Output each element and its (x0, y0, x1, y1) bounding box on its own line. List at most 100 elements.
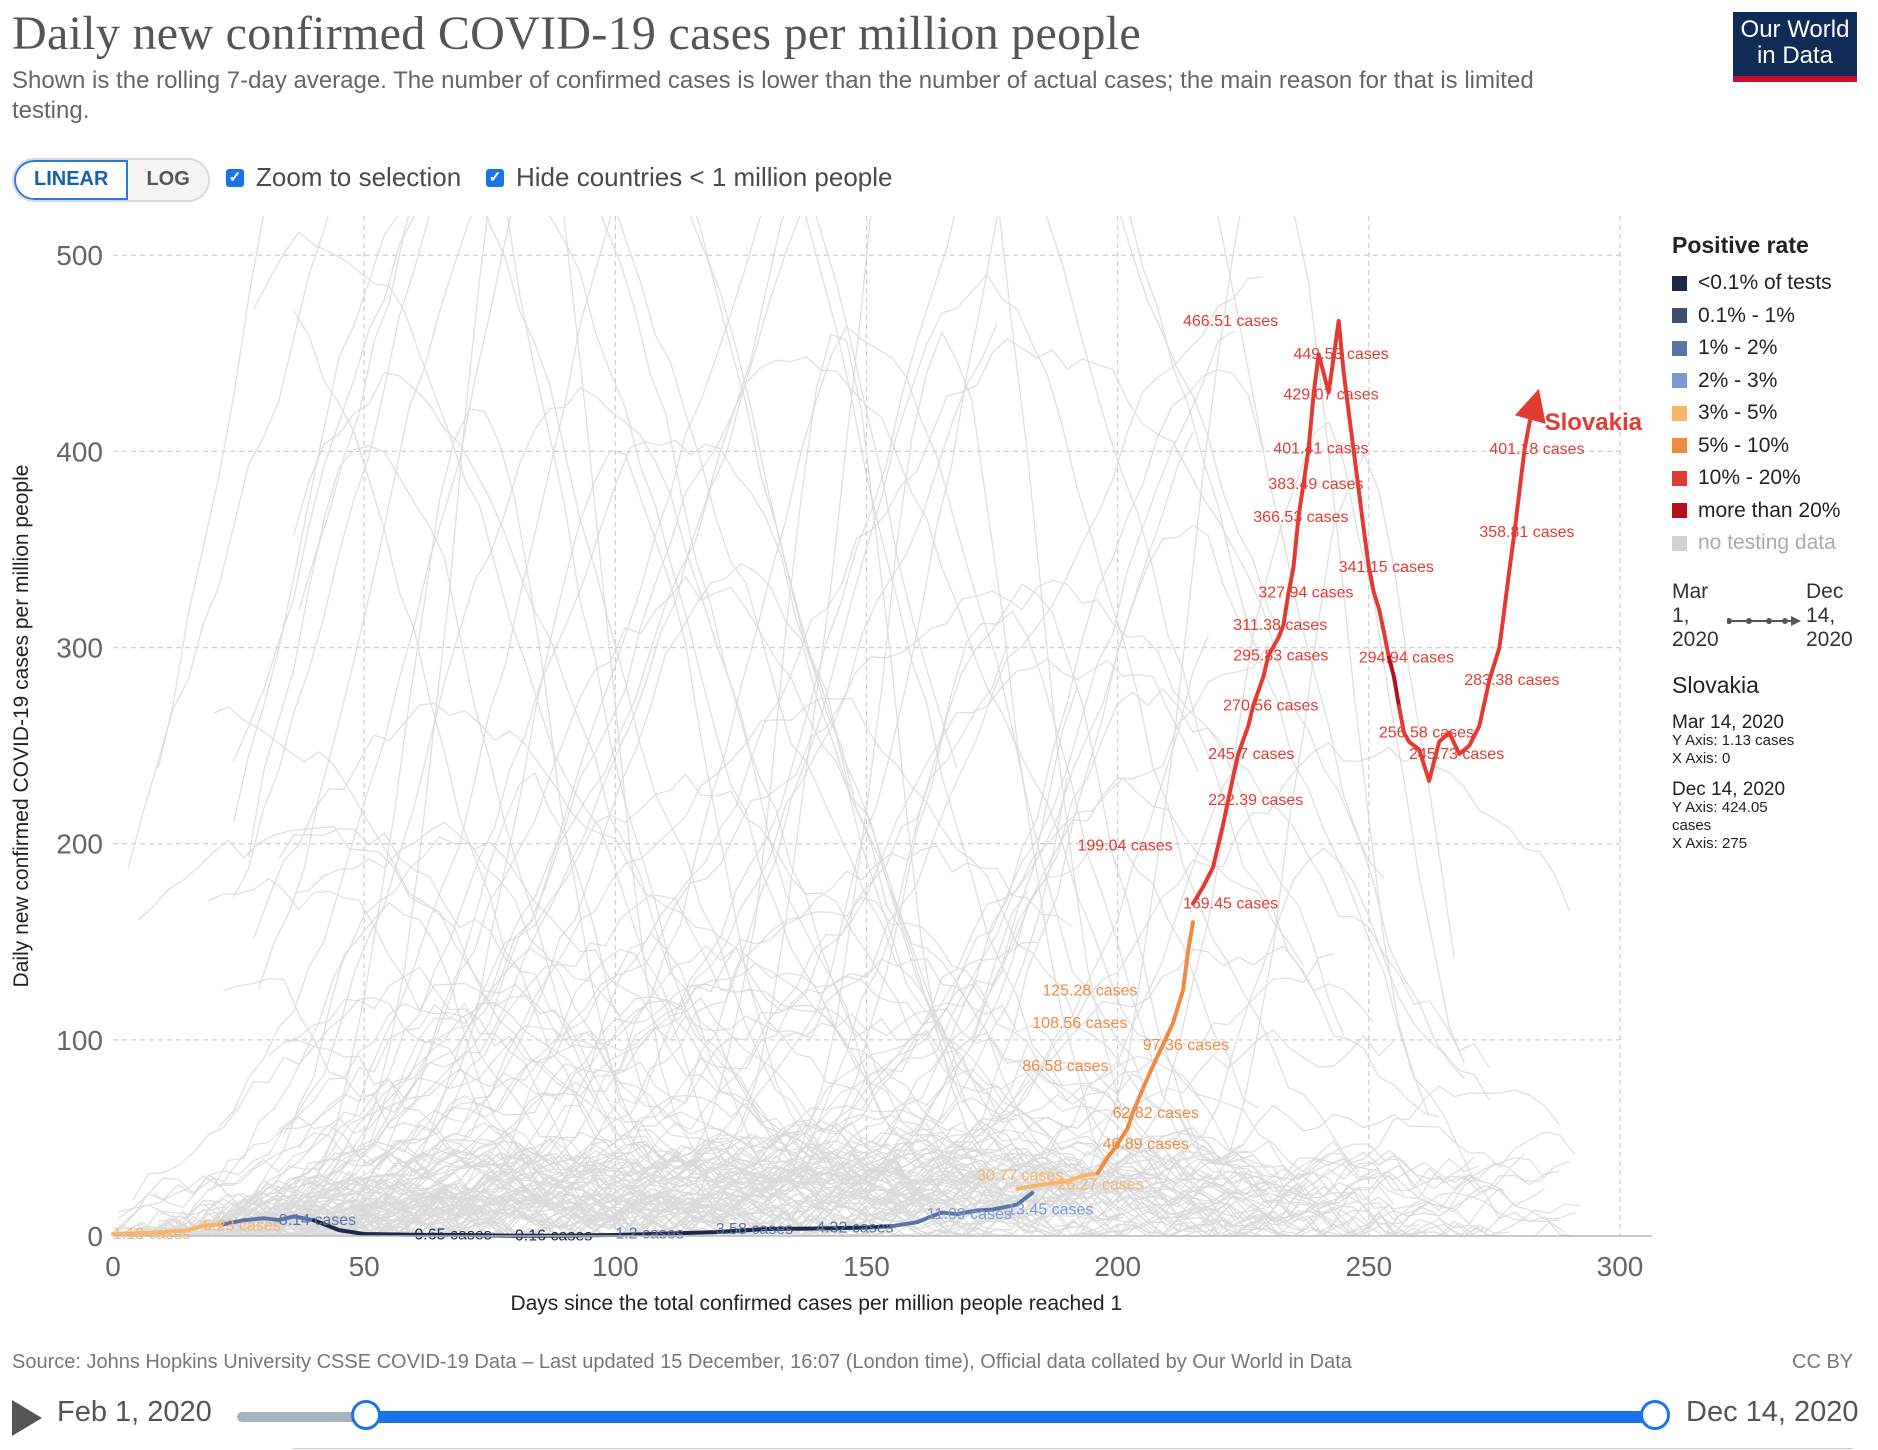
mini-arrow-icon (1727, 616, 1801, 626)
data-label: 30.77 cases (977, 1168, 1063, 1185)
legend-item[interactable]: 1% - 2% (1672, 332, 1872, 365)
footer-divider (293, 1448, 1853, 1449)
y-tick-label: 0 (87, 1221, 103, 1252)
x-tick-label: 150 (843, 1251, 890, 1282)
slovakia-line-segment (1191, 318, 1391, 906)
y-tick-label: 400 (56, 436, 103, 467)
background-country-line (152, 1114, 1480, 1235)
data-label: 86.58 cases (1022, 1058, 1108, 1075)
background-country-line (253, 702, 1159, 1195)
data-label: 449.53 cases (1293, 346, 1388, 363)
x-axis-label: Days since the total confirmed cases per… (510, 1292, 1122, 1315)
timeline-end-date: Dec 14, 2020 (1686, 1396, 1859, 1428)
background-country-line (188, 777, 1305, 1236)
legend-label: 0.1% - 1% (1698, 303, 1795, 327)
background-country-line (117, 1115, 1475, 1213)
info-country: Slovakia (1672, 672, 1759, 698)
legend-label: 10% - 20% (1698, 466, 1801, 490)
play-icon[interactable] (12, 1400, 42, 1436)
background-country-line (268, 966, 1566, 1236)
background-country-line (198, 216, 1405, 1236)
info-start-date: Mar 14, 2020 (1672, 712, 1784, 733)
legend-swatch (1672, 438, 1687, 454)
mini-start-year: 2020 (1672, 628, 1719, 651)
data-label: 366.53 cases (1253, 509, 1348, 526)
y-axis-label: Daily new confirmed COVID-19 cases per m… (10, 465, 33, 988)
data-label: 327.94 cases (1258, 585, 1353, 602)
background-country-line (173, 273, 1545, 1231)
legend-swatch (1672, 308, 1687, 324)
scale-toggle: LINEAR LOG (12, 158, 210, 202)
data-label: 46.89 cases (1103, 1136, 1189, 1153)
background-country-line (263, 1141, 1244, 1236)
legend-item[interactable]: no testing data (1672, 527, 1872, 560)
background-country-line (203, 216, 1063, 1233)
data-label: 5.23 cases (203, 1218, 280, 1235)
data-label: 401.41 cases (1273, 441, 1368, 458)
background-country-line (213, 1182, 1420, 1236)
legend-item[interactable]: 2% - 3% (1672, 365, 1872, 398)
legend-item[interactable]: 0.1% - 1% (1672, 300, 1872, 333)
background-country-line (228, 325, 1360, 1236)
legend-swatch (1672, 405, 1687, 421)
legend-label: no testing data (1698, 531, 1836, 555)
background-country-line (268, 644, 1008, 1236)
chart-subtitle: Shown is the rolling 7-day average. The … (12, 67, 1534, 124)
source-note: Source: Johns Hopkins University CSSE CO… (12, 1351, 1352, 1373)
background-country-line (228, 1143, 1163, 1231)
background-country-line (233, 216, 1319, 1215)
mini-start-month: Mar (1672, 580, 1709, 603)
legend-swatch (1672, 340, 1687, 356)
background-country-line (293, 450, 1515, 1236)
background-country-line (117, 777, 1069, 1231)
background-country-line (288, 845, 1073, 1218)
y-tick-label: 200 (56, 829, 103, 860)
background-country-line (303, 1142, 1571, 1236)
mini-end-day: 14, (1806, 604, 1836, 627)
timeline-end-handle[interactable] (1640, 1400, 1670, 1430)
info-end-x: X Axis: 275 (1672, 835, 1748, 852)
background-country-line (218, 216, 958, 1128)
legend-label: 1% - 2% (1698, 336, 1778, 360)
background-country-line (192, 579, 1490, 1235)
zoom-checkbox[interactable]: ✓ Zoom to selection (226, 162, 461, 193)
log-button[interactable]: LOG (128, 160, 208, 200)
data-label: 11.09 cases (927, 1206, 1012, 1223)
legend-item[interactable]: 10% - 20% (1672, 462, 1872, 495)
data-label: 245.7 cases (1208, 746, 1294, 763)
slovakia-line-segment (1386, 655, 1401, 709)
slovakia-line-segment (1095, 920, 1195, 1176)
legend-item[interactable]: more than 20% (1672, 495, 1872, 528)
background-country-line (283, 216, 1430, 1236)
series-label-slovakia[interactable]: Slovakia (1545, 409, 1643, 436)
legend-label: 3% - 5% (1698, 401, 1778, 425)
timeline-start-handle[interactable] (351, 1400, 381, 1430)
legend-swatch (1672, 275, 1687, 291)
background-country-line (283, 982, 1099, 1211)
data-label: 466.51 cases (1183, 313, 1278, 330)
data-label: 13.45 cases (1007, 1202, 1093, 1219)
owid-logo[interactable]: Our World in Data (1733, 12, 1857, 82)
data-label: 358.81 cases (1479, 524, 1574, 541)
data-label: 1.2 cases (615, 1226, 683, 1243)
background-country-line (232, 216, 1214, 1182)
y-tick-label: 300 (56, 633, 103, 664)
slovakia-line-segment (1015, 1171, 1100, 1191)
data-label: 383.49 cases (1268, 476, 1363, 493)
background-country-line (163, 1144, 1023, 1236)
zoom-label: Zoom to selection (256, 162, 462, 192)
background-country-line (193, 330, 1234, 1236)
hide-small-label: Hide countries < 1 million people (516, 162, 893, 192)
legend-item[interactable]: 5% - 10% (1672, 430, 1872, 463)
background-country-line (293, 371, 1003, 1214)
linear-button[interactable]: LINEAR (14, 160, 129, 200)
license-link[interactable]: CC BY (1792, 1351, 1854, 1373)
data-label: 294.94 cases (1359, 649, 1454, 666)
background-country-line (243, 408, 968, 1236)
legend-item[interactable]: 3% - 5% (1672, 397, 1872, 430)
legend-item[interactable]: <0.1% of tests (1672, 267, 1872, 300)
background-country-line (178, 1155, 1083, 1236)
legend-label: more than 20% (1698, 498, 1841, 522)
hide-small-checkbox[interactable]: ✓ Hide countries < 1 million people (486, 162, 893, 193)
